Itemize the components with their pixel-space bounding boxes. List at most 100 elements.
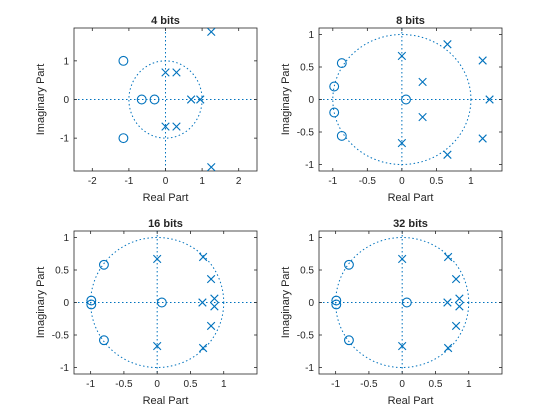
plot-area — [319, 28, 502, 171]
pole-marker — [451, 321, 461, 331]
pole-marker — [455, 294, 464, 303]
x-tick-label: 0.5 — [429, 176, 443, 187]
pole-marker — [198, 252, 208, 262]
x-axis-label: Real Part — [143, 192, 189, 204]
chart-panel-4: -1 -0.5 0 0.5 1 -1 -0.5 0 0.5 1 32 bits Real Part Im… — [280, 218, 503, 407]
pole-marker — [443, 252, 453, 262]
pole-marker — [478, 56, 487, 65]
x-tick-label: -1 — [86, 379, 95, 390]
plot-area — [319, 231, 502, 374]
y-tick-label: -0.5 — [52, 331, 70, 342]
plot-frame — [318, 230, 503, 375]
zero-marker — [329, 81, 340, 92]
x-tick-label: -0.5 — [359, 176, 377, 187]
pole-marker — [397, 254, 407, 264]
chart-title: 32 bits — [393, 218, 428, 230]
y-axis-label: Imaginary Part — [35, 64, 47, 136]
x-tick-label: 0 — [399, 379, 405, 390]
zero-marker — [336, 58, 347, 69]
y-tick-label: 0 — [63, 298, 69, 309]
pole-marker — [397, 138, 407, 148]
chart-panel-3: -1 -0.5 0 0.5 1 -1 -0.5 0 0.5 1 16 bits Real Part Im… — [35, 218, 258, 407]
x-tick-label: 0 — [154, 379, 160, 390]
y-tick-label: -1 — [305, 160, 314, 171]
pole-marker — [451, 274, 461, 284]
zero-marker — [156, 297, 167, 308]
x-axis-label: Real Part — [388, 395, 434, 407]
pole-marker — [196, 95, 205, 104]
x-axis-label: Real Part — [143, 395, 189, 407]
pole-marker — [443, 298, 452, 307]
pole-marker — [418, 112, 427, 122]
y-axis-label: Imaginary Part — [35, 267, 47, 339]
pole-marker — [443, 343, 453, 353]
zero-marker — [98, 335, 109, 346]
pole-marker — [206, 274, 216, 284]
zero-marker — [149, 94, 160, 105]
pole-marker — [443, 40, 452, 49]
plot-area — [74, 28, 257, 171]
x-tick-label: 0.5 — [429, 379, 443, 390]
x-tick-label: 0.5 — [184, 379, 198, 390]
x-tick-label: 0 — [399, 176, 405, 187]
x-tick-label: 2 — [236, 176, 242, 187]
unit-circle — [90, 237, 225, 368]
plot-frame — [73, 230, 258, 375]
x-tick-label: 1 — [466, 379, 472, 390]
pole-marker — [161, 68, 170, 77]
pole-marker — [152, 341, 162, 351]
pole-marker — [443, 150, 452, 159]
x-tick-label: -2 — [88, 176, 97, 187]
zero-marker — [118, 133, 129, 144]
y-tick-label: -1 — [60, 134, 69, 145]
zero-marker — [86, 295, 97, 306]
zero-marker — [343, 259, 354, 270]
y-tick-label: 1 — [308, 233, 314, 244]
y-axis-label: Imaginary Part — [280, 267, 292, 339]
unit-circle — [332, 34, 472, 165]
y-tick-label: 0.5 — [55, 266, 69, 277]
pole-marker — [198, 343, 208, 353]
y-tick-label: -1 — [305, 363, 314, 374]
x-tick-label: 0 — [163, 176, 169, 187]
pole-marker — [207, 162, 216, 171]
pole-marker — [186, 95, 196, 104]
chart-title: 16 bits — [148, 218, 183, 230]
pole-marker — [397, 341, 407, 351]
zero-marker — [336, 130, 347, 141]
pole-marker — [172, 122, 181, 131]
y-tick-label: -0.5 — [297, 128, 315, 139]
zero-marker — [118, 55, 129, 66]
zero-marker — [329, 107, 340, 118]
chart-title: 4 bits — [151, 15, 180, 27]
pole-marker — [397, 51, 407, 61]
x-tick-label: -1 — [328, 176, 337, 187]
x-tick-label: 1 — [221, 379, 227, 390]
chart-panel-1: -2 -1 0 1 2 -1 0 1 4 bits Real Part Imaginary Part — [35, 15, 258, 204]
x-tick-label: -0.5 — [115, 379, 133, 390]
pole-marker — [172, 68, 181, 77]
y-tick-label: 0.5 — [300, 266, 314, 277]
pole-marker — [210, 302, 219, 311]
zero-marker — [401, 297, 412, 308]
zero-marker — [98, 259, 109, 270]
pole-marker — [161, 122, 170, 131]
y-tick-label: 1 — [63, 233, 69, 244]
zero-marker — [331, 299, 342, 310]
chart-panel-2: -1 -0.5 0 0.5 1 -1 -0.5 0 0.5 1 8 bits Real Part Ima… — [280, 15, 503, 204]
pole-marker — [485, 95, 494, 104]
pole-marker — [207, 28, 216, 37]
y-tick-label: 0.5 — [300, 63, 314, 74]
x-axis-label: Real Part — [388, 192, 434, 204]
zero-marker — [86, 299, 97, 310]
y-tick-label: -1 — [60, 363, 69, 374]
plot-area — [74, 231, 257, 374]
y-tick-label: 0 — [308, 298, 314, 309]
x-tick-label: 1 — [468, 176, 474, 187]
pole-marker — [206, 321, 216, 331]
zero-marker — [401, 94, 411, 105]
x-tick-label: -0.5 — [360, 379, 378, 390]
pole-marker — [210, 294, 219, 303]
chart-title: 8 bits — [396, 15, 425, 27]
